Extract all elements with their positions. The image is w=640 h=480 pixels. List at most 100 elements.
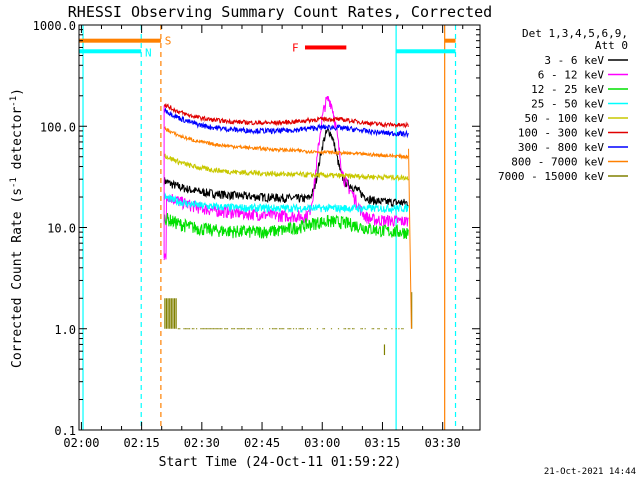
y-tick-label: 0.1 <box>54 424 76 438</box>
y-tick-label: 1.0 <box>54 323 76 337</box>
flare-bar <box>304 45 347 50</box>
data-point <box>242 328 244 330</box>
data-point <box>218 328 220 330</box>
x-tick-label: 02:15 <box>124 436 160 450</box>
data-point <box>203 328 205 330</box>
series-line-300-800kev <box>163 108 409 139</box>
data-point <box>316 328 319 330</box>
data-point <box>224 328 226 330</box>
chart-title: RHESSI Observing Summary Count Rates, Co… <box>68 3 492 21</box>
data-point <box>278 328 281 330</box>
data-point <box>378 328 380 330</box>
data-point <box>211 328 213 330</box>
axes: 0.1 1.0 10.0 100.0 1000.0 02:00 02:15 02:30 02:4… <box>33 19 481 450</box>
data-point <box>188 328 191 330</box>
x-tick-label: 03:00 <box>304 436 340 450</box>
data-point <box>288 328 290 330</box>
series-line-100-300kev <box>163 102 409 129</box>
y-tick-label: 1000.0 <box>33 19 76 33</box>
data-point <box>299 328 302 330</box>
legend-entry-label: 6 - 12 keV <box>538 69 605 82</box>
data-point <box>191 328 193 330</box>
data-point <box>231 328 233 330</box>
data-point <box>364 328 366 330</box>
data-point <box>210 328 212 330</box>
y-tick-label: 100.0 <box>40 120 76 134</box>
data-point <box>385 328 387 330</box>
data-point <box>398 328 400 330</box>
data-point <box>330 328 333 330</box>
legend-entry-label: 800 - 7000 keV <box>511 156 604 169</box>
series-line-3-6kev <box>163 128 409 207</box>
data-point <box>344 328 347 330</box>
plot-area: NS F <box>79 25 457 430</box>
data-point <box>204 328 206 330</box>
data-point <box>283 328 285 330</box>
legend-entry-label: 7000 - 15000 keV <box>498 170 604 183</box>
data-point <box>214 328 216 330</box>
series-line-25-50kev <box>163 192 409 215</box>
data-point <box>232 328 234 330</box>
series-line-6-12kev <box>163 95 409 261</box>
data-point <box>302 328 304 330</box>
data-point <box>301 328 303 330</box>
data-point <box>309 328 312 330</box>
x-axis-label: Start Time (24-Oct-11 01:59:22) <box>159 455 402 470</box>
x-tick-label: 02:45 <box>244 436 280 450</box>
data-point <box>208 328 210 330</box>
data-point <box>395 328 397 330</box>
saa-label: S <box>165 35 172 48</box>
data-point <box>177 328 179 330</box>
night-bar <box>396 49 456 54</box>
saa-bar <box>79 38 161 43</box>
data-point <box>256 328 258 330</box>
data-point <box>249 328 251 330</box>
data-point <box>271 328 274 330</box>
x-tick-label: 02:00 <box>63 436 99 450</box>
data-point <box>259 328 261 330</box>
legend-entry-label: 12 - 25 keV <box>531 83 604 96</box>
data-point <box>371 328 373 330</box>
data-point <box>236 328 238 330</box>
data-point <box>290 328 292 330</box>
data-point <box>217 328 219 330</box>
data-point <box>347 328 349 330</box>
night-label: N <box>145 46 152 59</box>
data-point <box>243 328 245 330</box>
data-point <box>207 328 209 330</box>
data-point <box>287 328 289 330</box>
x-tick-label: 03:15 <box>364 436 400 450</box>
data-point <box>226 328 229 330</box>
data-point <box>225 328 227 330</box>
data-point <box>239 328 241 330</box>
data-point <box>351 328 354 330</box>
data-point <box>196 328 198 330</box>
saa-bar <box>444 38 456 43</box>
data-point <box>221 328 223 330</box>
x-tick-label: 02:30 <box>184 436 220 450</box>
data-point <box>401 328 403 330</box>
data-point <box>200 328 202 330</box>
legend-entry-label: 3 - 6 keV <box>544 54 604 67</box>
data-point <box>246 328 248 330</box>
data-point <box>247 328 250 330</box>
data-point <box>384 328 386 330</box>
legend-header: Att 0 <box>595 39 628 52</box>
legend: Det 1,3,4,5,6,9,Att 0 3 - 6 keV 6 - 12 keV… <box>498 27 628 183</box>
data-point <box>276 328 278 330</box>
data-point <box>377 328 379 330</box>
data-point <box>219 328 222 330</box>
series-line-800-7000kev <box>163 126 409 160</box>
flare-label: F <box>292 41 299 54</box>
series-edge <box>408 148 412 329</box>
data-point <box>183 328 185 330</box>
data-point <box>233 328 236 330</box>
data-point <box>298 328 300 330</box>
data-point <box>306 328 309 330</box>
series-line-50-100kev <box>163 153 409 182</box>
data-point <box>402 328 404 330</box>
series-line-7000-15000kev <box>164 292 413 356</box>
data-point <box>184 328 186 330</box>
y-tick-label: 10.0 <box>47 222 76 236</box>
data-point <box>349 328 351 330</box>
